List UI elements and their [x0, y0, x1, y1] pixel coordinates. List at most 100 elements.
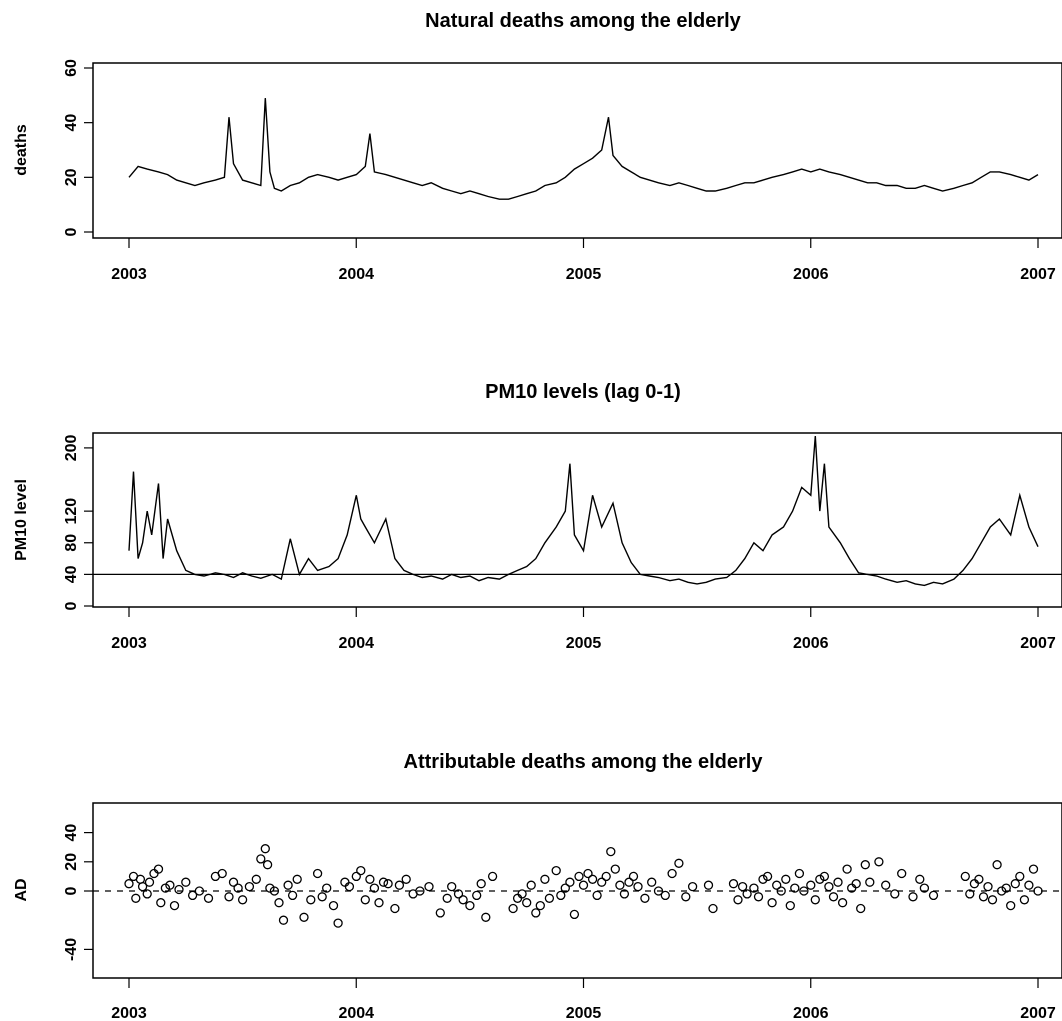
- data-point: [667, 868, 677, 879]
- data-point: [856, 903, 866, 914]
- data-point: [640, 893, 650, 903]
- data-point: [328, 900, 339, 911]
- data-point: [687, 881, 698, 892]
- data-point: [828, 892, 839, 902]
- data-point: [435, 908, 445, 918]
- data-point: [837, 898, 848, 908]
- data-point: [653, 886, 664, 896]
- data-point: [799, 886, 809, 896]
- series-deaths: [128, 98, 1039, 200]
- data-point: [144, 877, 155, 887]
- y-axis-deaths: 0 20 40 60: [63, 59, 93, 236]
- data-point: [1010, 879, 1020, 889]
- series-line: [128, 98, 1039, 200]
- x-tick-label: 2005: [566, 1005, 602, 1021]
- data-point: [794, 868, 805, 879]
- y-tick-label: 40: [63, 824, 80, 842]
- data-point: [842, 864, 852, 874]
- data-point: [378, 877, 389, 887]
- data-point: [508, 903, 518, 914]
- data-point: [790, 883, 800, 893]
- data-point: [1033, 886, 1043, 896]
- data-point: [833, 877, 843, 887]
- data-point: [601, 871, 611, 882]
- data-point: [383, 879, 393, 889]
- data-point: [992, 860, 1002, 870]
- chart-title-pm10: PM10 levels (lag 0-1): [485, 381, 681, 403]
- data-point: [447, 881, 457, 892]
- y-tick-label: 40: [63, 565, 80, 583]
- y-tick-label: 20: [63, 168, 80, 186]
- data-point: [203, 893, 214, 903]
- series-line: [128, 435, 1039, 587]
- data-point: [776, 886, 786, 896]
- data-point: [351, 871, 361, 882]
- data-point: [674, 858, 684, 868]
- data-point: [824, 881, 834, 892]
- x-tick-label: 2007: [1020, 635, 1056, 652]
- data-point: [908, 892, 918, 902]
- data-point: [592, 890, 602, 901]
- y-tick-label: 60: [63, 59, 80, 77]
- data-point: [274, 898, 284, 908]
- y-tick-label: 40: [63, 114, 80, 132]
- data-point: [531, 908, 541, 918]
- data-point: [544, 893, 555, 903]
- data-point: [394, 880, 405, 890]
- data-point: [228, 877, 239, 887]
- data-point: [287, 890, 298, 901]
- data-point: [597, 877, 607, 887]
- data-point: [142, 889, 152, 899]
- data-point: [217, 868, 227, 879]
- data-point: [360, 895, 370, 905]
- x-axis-ad: 2003 2004 2005 2006 2007: [111, 978, 1056, 1021]
- data-point: [1001, 883, 1011, 893]
- data-point: [890, 889, 900, 899]
- data-point: [551, 865, 561, 876]
- x-tick-label: 2006: [793, 635, 829, 652]
- data-point: [624, 877, 634, 887]
- data-point: [1028, 864, 1039, 874]
- x-tick-label: 2004: [338, 266, 374, 283]
- data-point: [681, 892, 691, 902]
- y-axis-label-deaths: deaths: [13, 124, 30, 176]
- data-point: [758, 874, 768, 884]
- series-pm10: [93, 435, 1062, 587]
- data-point: [278, 915, 289, 925]
- data-point: [365, 874, 375, 884]
- data-point: [165, 880, 175, 890]
- data-point: [772, 880, 782, 890]
- data-point: [356, 865, 366, 876]
- data-point: [810, 895, 820, 905]
- data-point: [1015, 871, 1025, 882]
- y-tick-label: 80: [63, 534, 80, 552]
- data-point: [137, 881, 148, 892]
- data-point: [606, 846, 616, 857]
- data-point: [819, 871, 830, 882]
- data-point: [762, 871, 773, 882]
- data-point: [481, 912, 491, 922]
- data-point: [767, 898, 777, 908]
- data-point: [442, 893, 452, 903]
- data-point: [269, 886, 280, 896]
- x-tick-label: 2003: [111, 635, 147, 652]
- data-point: [969, 879, 980, 889]
- data-point: [660, 890, 670, 901]
- data-point: [1024, 880, 1034, 890]
- data-point: [565, 877, 575, 887]
- ad-panel: Attributable deaths among the elderly AD…: [13, 751, 1062, 1021]
- data-point: [465, 900, 475, 911]
- data-point: [517, 889, 527, 899]
- x-tick-label: 2006: [793, 1005, 829, 1021]
- data-point: [560, 883, 570, 893]
- data-point: [487, 871, 498, 882]
- data-point: [374, 898, 384, 908]
- data-point: [251, 874, 261, 884]
- data-point: [1019, 895, 1030, 905]
- data-point: [960, 871, 970, 882]
- x-tick-label: 2007: [1020, 266, 1056, 283]
- y-tick-label: 20: [63, 853, 80, 871]
- data-point: [522, 898, 532, 908]
- data-point: [169, 900, 180, 911]
